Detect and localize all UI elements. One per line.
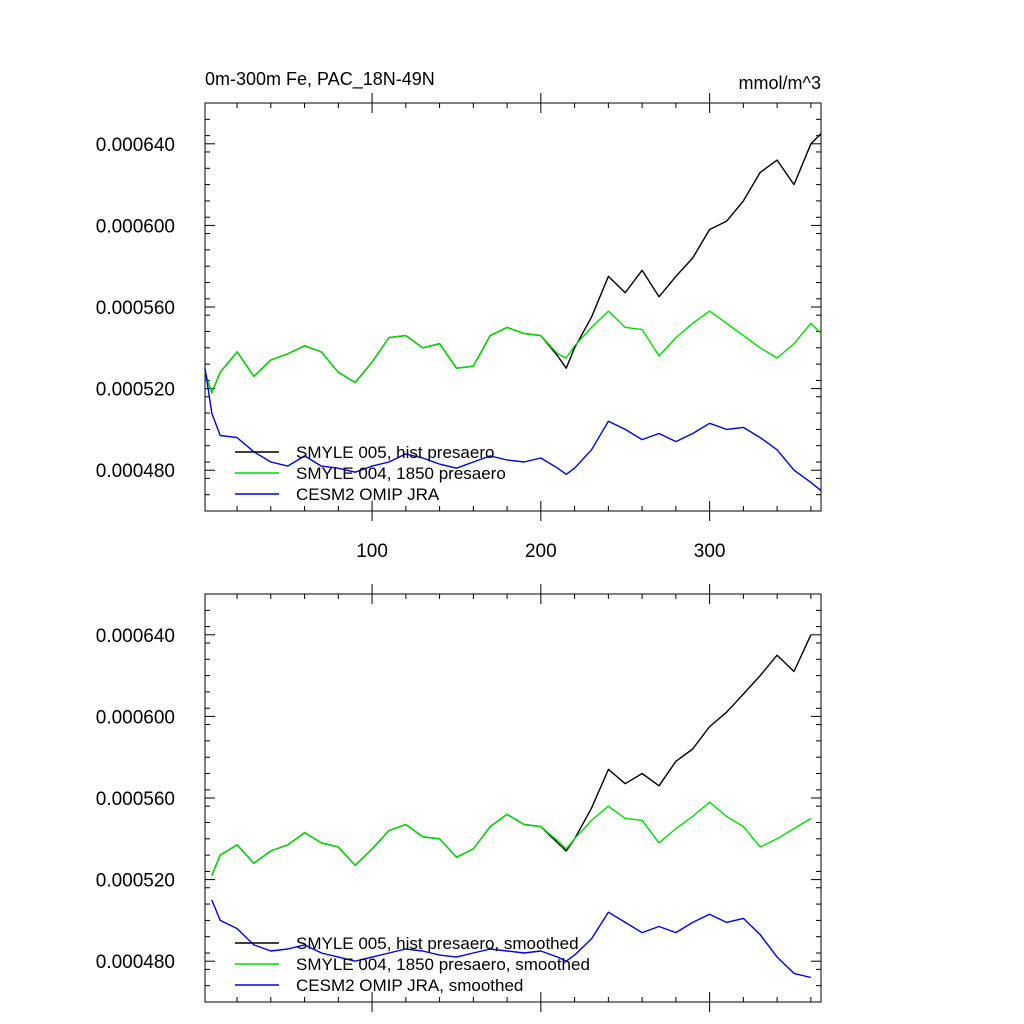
legend-label: CESM2 OMIP JRA [296,485,440,504]
series-line-3 [211,899,812,979]
legend-label: SMYLE 005, hist presaero, smoothed [296,934,579,953]
bottom-panel: 0.000480 0.000520 0.000560 0.000600 0.000640… [96,584,822,1012]
series-line-3 [204,368,822,492]
y-tick-label: 0.000520 [96,871,175,892]
x-tick-label: 200 [525,541,557,562]
y-tick-label: 0.000480 [96,952,175,973]
y-tick-label: 0.000640 [96,626,175,647]
series-line-2 [204,310,822,394]
y-tick-label: 0.000560 [96,298,175,319]
legend-label: SMYLE 005, hist presaero [296,443,494,462]
top-panel: 0.000480 0.000520 0.000560 0.000600 0.000640… [96,69,822,562]
series-line-2 [211,801,812,876]
y-tick-label: 0.000480 [96,461,175,482]
y-tick-label: 0.000600 [96,216,175,237]
legend-label: CESM2 OMIP JRA, smoothed [296,976,523,995]
y-tick-label: 0.000640 [96,135,175,156]
series-line-1 [211,634,812,876]
x-tick-label: 100 [356,541,388,562]
y-tick-label: 0.000600 [96,707,175,728]
series-line-1 [204,133,822,394]
y-tick-label: 0.000520 [96,380,175,401]
units-label: mmol/m^3 [739,73,821,93]
x-tick-label: 300 [694,541,726,562]
chart-title: 0m-300m Fe, PAC_18N-49N [205,69,435,90]
legend-label: SMYLE 004, 1850 presaero [296,464,506,483]
legend-label: SMYLE 004, 1850 presaero, smoothed [296,955,590,974]
y-tick-label: 0.000560 [96,789,175,810]
